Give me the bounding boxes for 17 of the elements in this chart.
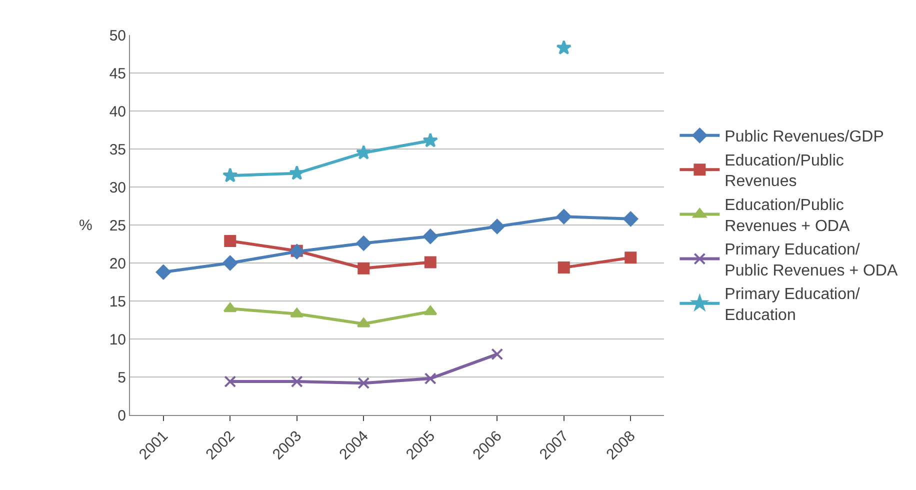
y-tick-label: 10 (109, 331, 126, 348)
legend-label: Primary Education/Public Revenues + ODA (724, 242, 898, 280)
legend-label: Primary Education/Education (724, 286, 860, 324)
legend-label: Education/Public Revenues + ODA (724, 197, 850, 235)
y-tick-label: 0 (118, 407, 126, 424)
y-axis-title: % (79, 217, 92, 234)
y-tick-label: 20 (109, 255, 126, 272)
y-tick-label: 45 (109, 65, 126, 82)
y-tick-label: 35 (109, 141, 126, 158)
y-tick-label: 5 (118, 369, 126, 386)
y-tick-label: 15 (109, 293, 126, 310)
y-tick-label: 30 (109, 179, 126, 196)
legend-label: Public Revenues/GDP (724, 128, 884, 146)
legend-label: Education/Public Revenues (724, 152, 844, 190)
y-tick-label: 50 (109, 27, 126, 44)
y-tick-label: 25 (109, 217, 126, 234)
y-tick-label: 40 (109, 103, 126, 120)
